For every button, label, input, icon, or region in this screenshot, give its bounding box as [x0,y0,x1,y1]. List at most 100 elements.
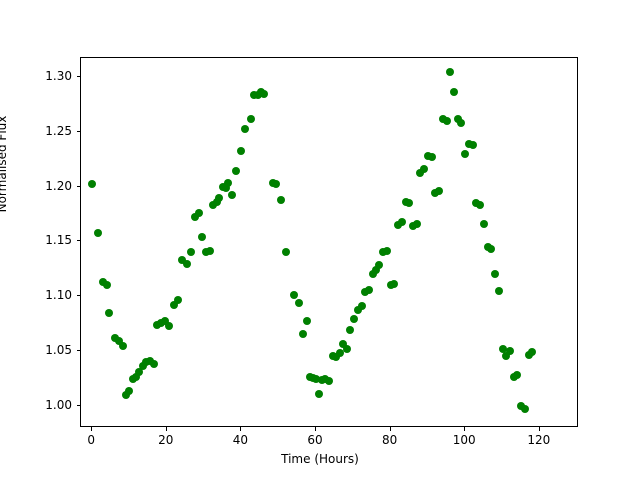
x-axis-tick-label: 40 [232,433,249,447]
scatter-point [103,281,112,290]
scatter-point [405,199,414,208]
scatter-point [520,404,529,413]
scatter-point [513,370,522,379]
y-axis-tick-mark [76,349,80,351]
scatter-point [368,270,377,279]
scatter-point [346,326,355,335]
y-axis-tick-label: 1.20 [45,178,72,193]
scatter-point [416,169,425,178]
y-axis-tick-mark [76,240,80,242]
scatter-points-layer [81,58,577,426]
scatter-point [502,352,511,361]
scatter-point [121,390,130,399]
scatter-point [160,317,169,326]
scatter-point [228,191,237,200]
scatter-point [215,193,224,202]
scatter-point [170,300,179,309]
scatter-point [164,321,173,330]
y-axis-tick-label: 1.25 [45,123,72,138]
scatter-point [331,353,340,362]
scatter-point [115,336,124,345]
y-axis-tick-label: 1.05 [45,342,72,357]
scatter-point [173,296,182,305]
scatter-point [487,245,496,254]
scatter-point [209,201,218,210]
scatter-point [390,280,399,289]
scatter-point [505,346,514,355]
scatter-point [295,298,304,307]
y-axis-tick-mark [76,76,80,78]
scatter-point [198,232,207,241]
scatter-point [118,342,127,351]
scatter-point [213,197,222,206]
scatter-point [461,149,470,158]
scatter-point [149,359,158,368]
x-axis-tick-label: 0 [87,433,96,447]
scatter-point [350,315,359,324]
scatter-point [314,389,323,398]
scatter-point [105,308,114,317]
scatter-point [453,114,462,123]
x-axis-tick-mark [91,427,93,431]
scatter-point [125,387,134,396]
scatter-point [357,301,366,310]
scatter-point [237,146,246,155]
scatter-point [241,124,250,133]
scatter-point [187,248,196,257]
scatter-point [372,265,381,274]
scatter-point [479,219,488,228]
scatter-point [427,153,436,162]
scatter-point [231,167,240,176]
x-axis-tick-mark [464,427,466,431]
scatter-point [382,247,391,256]
scatter-point [491,270,500,279]
y-axis-tick-label: 1.10 [45,288,72,303]
x-axis-tick-label: 80 [381,433,398,447]
scatter-point [276,195,285,204]
scatter-point [442,116,451,125]
x-axis-tick-mark [389,427,391,431]
scatter-point [394,220,403,229]
x-axis-tick-mark [315,427,317,431]
y-axis-tick-mark [76,130,80,132]
scatter-point [312,375,320,384]
scatter-point [364,285,373,294]
x-axis-tick-label: 20 [158,433,174,447]
scatter-point [183,260,192,269]
scatter-point [528,347,537,356]
x-axis-tick-label: 100 [452,433,476,447]
scatter-point [435,187,444,195]
scatter-point [246,114,255,123]
y-axis-tick-label: 1.30 [45,69,72,84]
scatter-point [302,317,311,326]
scatter-point [353,306,362,315]
x-axis-tick-label: 120 [527,433,551,447]
plot-axes-frame [80,57,578,427]
scatter-point [335,349,344,357]
scatter-point [450,88,459,97]
scatter-point [342,344,351,353]
scatter-point [420,165,429,174]
x-axis-tick-mark [538,427,540,431]
scatter-point [339,340,348,349]
scatter-point [177,255,186,264]
scatter-point [224,179,233,188]
y-axis-tick-label: 1.00 [45,397,72,412]
scatter-point [468,141,477,150]
scatter-point [494,286,503,295]
scatter-point [132,373,141,382]
scatter-point [259,89,268,98]
x-axis-tick-label: 60 [307,433,323,447]
scatter-point [375,261,384,270]
scatter-point [93,228,102,237]
x-axis-tick-mark [165,427,167,431]
scatter-point [88,180,97,189]
scatter-point [457,119,466,128]
scatter-point [134,367,143,376]
scatter-point [110,333,119,342]
scatter-point [325,377,334,386]
y-axis-label: Normalised Flux [0,115,9,213]
scatter-point [476,201,485,210]
scatter-point [397,217,406,226]
